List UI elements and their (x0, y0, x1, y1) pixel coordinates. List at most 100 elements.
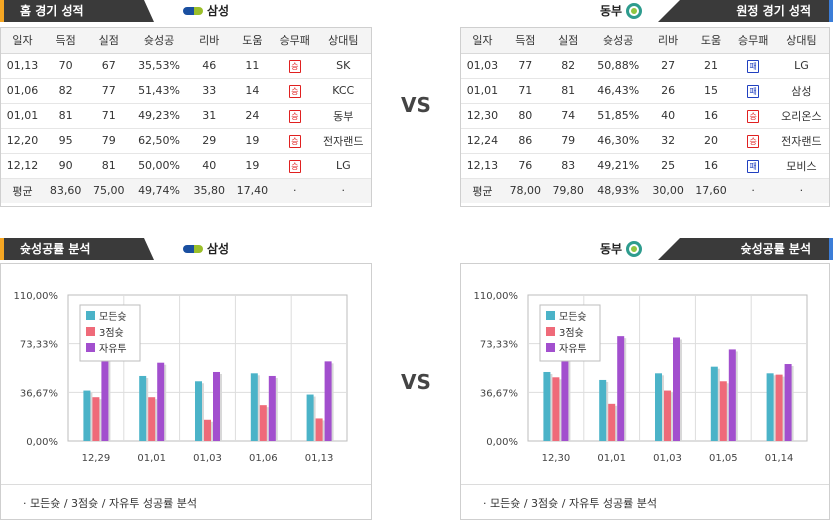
home-chart-note: · 모든슛 / 3점슛 / 자유투 성공률 분석 (23, 497, 197, 510)
table-row: 12,13 76 83 49,21% 25 16 패 모비스 (461, 153, 829, 179)
y-tick-label: 110,00% (14, 291, 59, 302)
away-team: 동부 (600, 0, 643, 22)
away-cell-vs: 오리온스 (773, 103, 829, 129)
bar-자유투 (561, 350, 569, 441)
home-cell-reb: 31 (187, 103, 231, 129)
away-analysis-header: 동부 슛성공률 분석 (460, 238, 833, 260)
home-cell-result: 승 (273, 53, 316, 79)
home-cell-fg: 35,53% (130, 53, 188, 79)
home-cell-fg: 51,43% (130, 78, 188, 104)
result-badge: 패 (747, 159, 760, 173)
home-avg-ast: 17,40 (230, 178, 274, 203)
legend-label: 모든슛 (99, 311, 127, 323)
bar-3점슛 (552, 377, 560, 441)
home-cell-opp: 67 (87, 53, 131, 79)
away-cell-pts: 86 (503, 128, 547, 154)
home-cell-date: 01,06 (1, 78, 45, 104)
bar-3점슛 (148, 397, 156, 441)
away-cell-result: 패 (732, 153, 774, 179)
away-cell-reb: 27 (646, 53, 690, 79)
bar-자유투 (673, 337, 680, 441)
home-chart-divider (1, 484, 371, 485)
away-cell-vs: 전자랜드 (773, 128, 829, 154)
home-col-vs-header: 상대팀 (315, 28, 371, 54)
result-badge: 승 (288, 159, 301, 173)
x-tick-label: 01,14 (765, 453, 794, 464)
result-badge: 승 (288, 134, 301, 148)
home-cell-ast: 14 (230, 78, 274, 104)
away-cell-date: 01,03 (461, 53, 504, 79)
home-cell-result: 승 (273, 128, 316, 154)
away-analysis-accent (829, 238, 833, 260)
x-tick-label: 01,01 (597, 453, 626, 464)
home-chart-box: 110,00% 73,33% 36,67% 0,00% 12,29 01,01 01,03 0… (0, 263, 372, 520)
away-cell-reb: 26 (646, 78, 690, 104)
legend-label: 3점슛 (559, 327, 584, 339)
home-cell-date: 01,01 (1, 103, 45, 129)
home-fg-chart: 110,00% 73,33% 36,67% 0,00% 12,29 01,01 01,03 0… (14, 291, 348, 464)
away-cell-opp: 83 (546, 153, 590, 179)
table-row: 01,01 71 81 46,43% 26 15 패 삼성 (461, 78, 829, 104)
home-cell-vs: 전자랜드 (315, 128, 371, 154)
legend-label: 자유투 (99, 343, 127, 355)
table-row: 12,12 90 81 50,00% 40 19 승 LG (1, 153, 371, 179)
away-cell-ast: 16 (689, 153, 733, 179)
away-cell-pts: 77 (503, 53, 547, 79)
home-cell-opp: 79 (87, 128, 131, 154)
home-cell-fg: 50,00% (130, 153, 188, 179)
bar-모든슛 (766, 373, 774, 441)
away-avg-vs: · (773, 178, 829, 203)
home-team-name: 삼성 (207, 4, 230, 18)
away-cell-result: 패 (732, 78, 774, 104)
away-cell-date: 12,24 (461, 128, 504, 154)
bar-자유투 (324, 361, 332, 441)
bar-모든슛 (83, 390, 91, 441)
home-header-title: 홈 경기 성적 (4, 0, 154, 22)
legend-swatch (86, 343, 95, 352)
bar-모든슛 (306, 394, 314, 441)
away-cell-result: 승 (732, 103, 774, 129)
home-cell-fg: 49,23% (130, 103, 188, 129)
y-tick-label: 73,33% (480, 340, 518, 351)
table-row: 12,30 80 74 51,85% 40 16 승 오리온스 (461, 103, 829, 129)
table-row: 01,13 70 67 35,53% 46 11 승 SK (1, 53, 371, 79)
away-cell-pts: 76 (503, 153, 547, 179)
y-tick-label: 36,67% (480, 388, 518, 399)
bar-3점슛 (92, 397, 100, 441)
bar-모든슛 (139, 375, 147, 441)
away-avg-row: 평균 78,00 79,80 48,93% 30,00 17,60 · · (461, 178, 829, 203)
home-cell-reb: 29 (187, 128, 231, 154)
home-cell-date: 12,20 (1, 128, 45, 154)
away-col-vs-header: 상대팀 (773, 28, 829, 54)
bar-모든슛 (655, 373, 662, 441)
result-badge: 승 (288, 109, 301, 123)
home-team: 삼성 (183, 0, 229, 22)
away-cell-ast: 21 (689, 53, 733, 79)
away-cell-date: 12,13 (461, 153, 504, 179)
away-analysis-team: 동부 (600, 238, 643, 260)
result-badge: 승 (288, 59, 301, 73)
bar-자유투 (268, 375, 276, 441)
away-cell-opp: 79 (546, 128, 590, 154)
home-cell-opp: 77 (87, 78, 131, 104)
x-tick-label: 12,29 (82, 453, 111, 464)
result-badge: 승 (288, 84, 301, 98)
home-avg-opp: 75,00 (87, 178, 131, 203)
away-chart-box: 110,00% 73,33% 36,67% 0,00% 12,30 01,01 01,03 0… (460, 263, 830, 520)
home-cell-pts: 95 (44, 128, 88, 154)
dongbu-logo-icon (626, 3, 643, 19)
y-tick-label: 0,00% (486, 437, 518, 448)
bar-모든슛 (195, 381, 202, 441)
x-tick-label: 01,13 (305, 453, 334, 464)
home-avg-pts: 83,60 (44, 178, 88, 203)
away-cell-date: 12,30 (461, 103, 504, 129)
away-fg-chart: 110,00% 73,33% 36,67% 0,00% 12,30 01,01 01,03 0… (474, 291, 808, 464)
away-col-ast-header: 도움 (689, 28, 733, 54)
away-cell-fg: 50,88% (589, 53, 647, 79)
away-cell-ast: 15 (689, 78, 733, 104)
home-analysis-team: 삼성 (183, 238, 229, 260)
home-cell-fg: 62,50% (130, 128, 188, 154)
y-tick-label: 36,67% (20, 388, 58, 399)
home-col-opp-header: 실점 (87, 28, 131, 54)
home-stats-table: 일자 득점 실점 슛성공 리바 도움 승무패 상대팀 01,13 70 67 35,53% 46 11 승… (0, 27, 372, 207)
